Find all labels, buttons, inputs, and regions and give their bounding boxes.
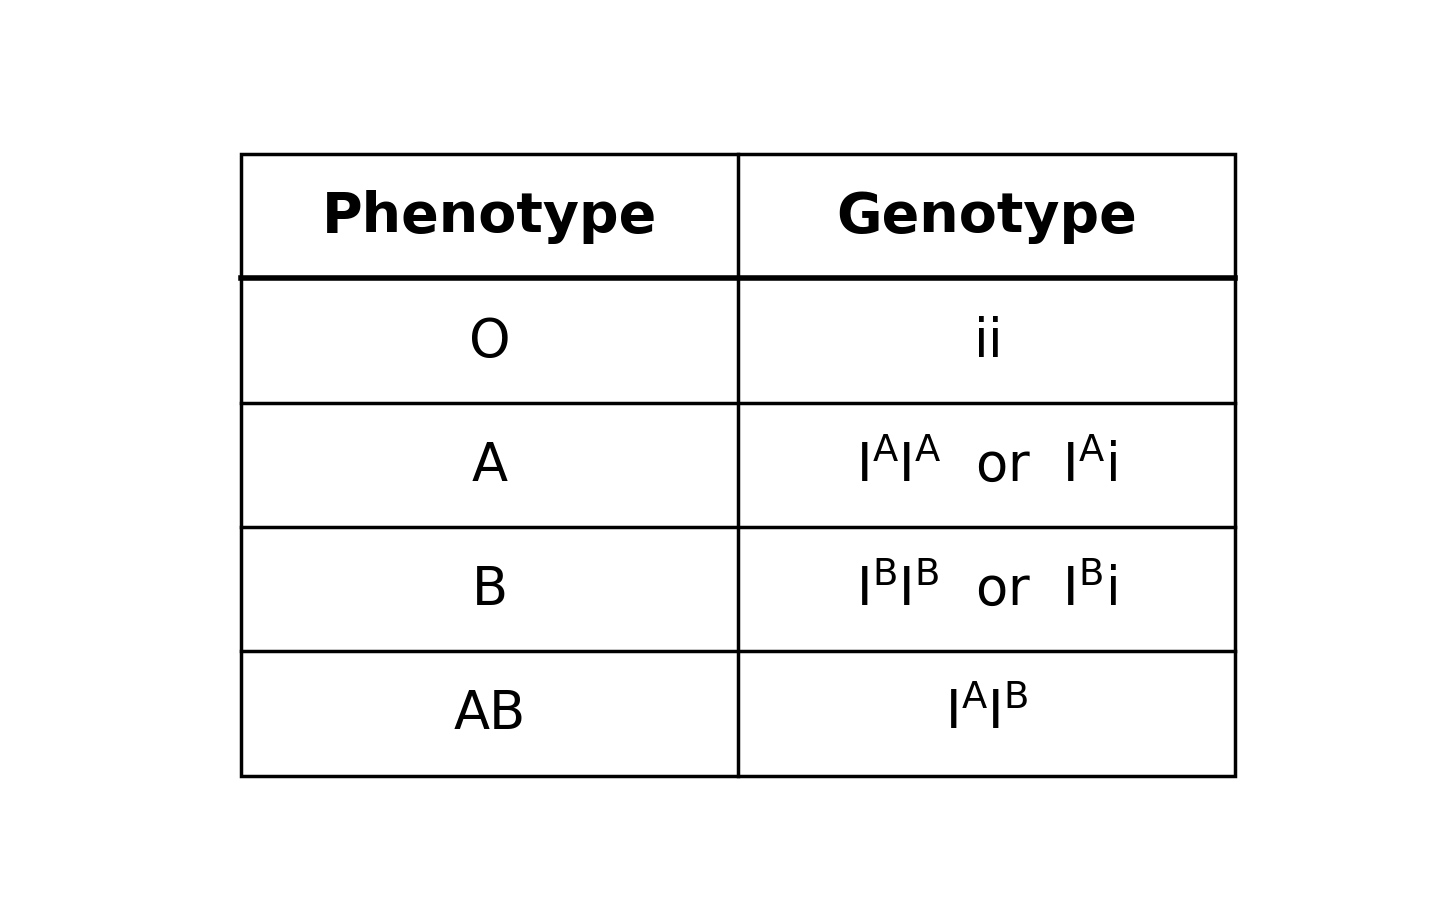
Text: Phenotype: Phenotype — [323, 190, 657, 244]
Text: $\mathregular{I}^{\mathregular{A}}\mathregular{I}^{\mathregular{B}}$: $\mathregular{I}^{\mathregular{A}}\mathr… — [945, 688, 1028, 740]
Text: Genotype: Genotype — [837, 190, 1136, 244]
Text: $\mathregular{I}^{\mathregular{A}}\mathregular{I}^{\mathregular{A}}$  or  $\math: $\mathregular{I}^{\mathregular{A}}\mathr… — [855, 439, 1117, 491]
Text: O: O — [469, 315, 511, 367]
Text: AB: AB — [454, 688, 526, 740]
Text: A: A — [472, 439, 508, 491]
Text: B: B — [472, 564, 508, 616]
Bar — [242, 155, 1234, 775]
Text: $\mathregular{I}^{\mathregular{B}}\mathregular{I}^{\mathregular{B}}$  or  $\math: $\mathregular{I}^{\mathregular{B}}\mathr… — [855, 564, 1117, 616]
Text: $\mathregular{ii}$: $\mathregular{ii}$ — [973, 315, 999, 367]
